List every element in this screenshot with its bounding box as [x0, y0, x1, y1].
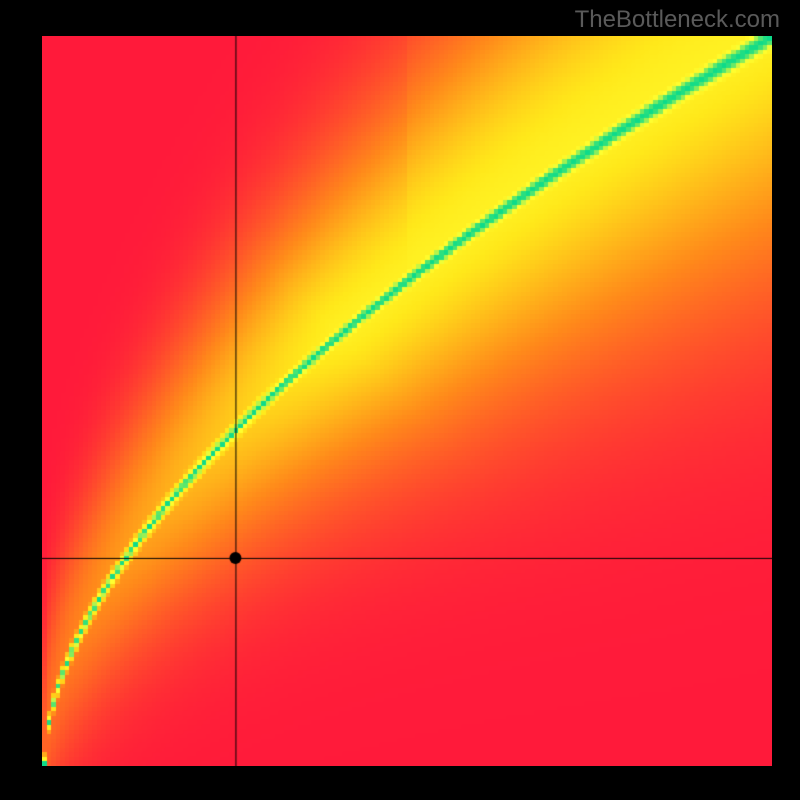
watermark-label: TheBottleneck.com	[575, 6, 780, 34]
heatmap-canvas	[42, 36, 772, 766]
chart-container: TheBottleneck.com	[0, 0, 800, 800]
